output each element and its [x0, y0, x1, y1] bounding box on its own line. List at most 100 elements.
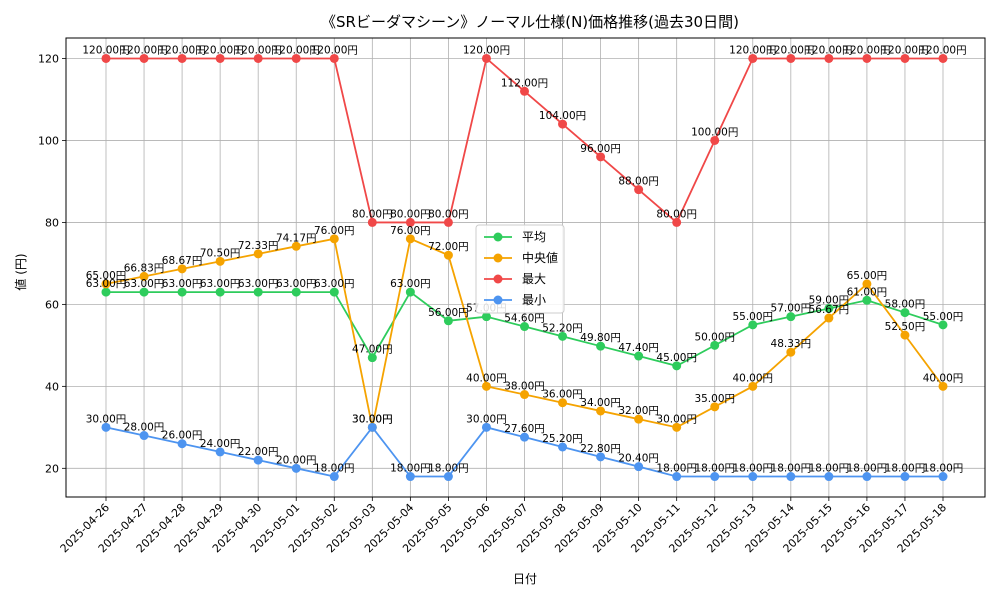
- data-label: 120.00円: [805, 44, 852, 56]
- data-point: [710, 340, 720, 350]
- data-point: [139, 271, 149, 281]
- y-tick-label: 20: [45, 462, 59, 475]
- data-label: 100.00円: [691, 126, 738, 138]
- data-point: [596, 341, 606, 351]
- data-point: [900, 330, 910, 340]
- data-label: 76.00円: [390, 225, 431, 237]
- data-point: [710, 135, 720, 145]
- data-point: [329, 287, 339, 297]
- data-point: [443, 316, 453, 326]
- data-point: [596, 406, 606, 416]
- data-label: 68.67円: [162, 255, 203, 267]
- data-point: [938, 381, 948, 391]
- data-label: 120.00円: [729, 44, 776, 56]
- series-layer: [101, 53, 948, 482]
- data-point: [215, 53, 225, 63]
- data-label: 63.00円: [390, 278, 431, 290]
- data-label: 35.00円: [694, 393, 735, 405]
- legend-swatch-marker: [493, 253, 503, 263]
- data-label: 120.00円: [273, 44, 320, 56]
- data-label: 120.00円: [158, 44, 205, 56]
- y-tick-label: 60: [45, 298, 59, 311]
- data-point: [710, 402, 720, 412]
- data-point: [215, 447, 225, 457]
- data-label: 52.50円: [885, 321, 926, 333]
- data-label: 63.00円: [314, 278, 355, 290]
- data-label: 120.00円: [235, 44, 282, 56]
- data-point: [291, 53, 301, 63]
- data-point: [520, 390, 529, 400]
- data-point: [558, 442, 568, 452]
- y-tick-label: 100: [38, 134, 59, 147]
- data-label: 80.00円: [390, 208, 431, 220]
- data-point: [215, 256, 225, 266]
- data-point: [672, 361, 682, 371]
- legend-entry: 最大: [522, 272, 546, 286]
- data-point: [177, 439, 187, 449]
- data-point: [824, 313, 834, 323]
- data-label: 25.20円: [542, 433, 583, 445]
- data-point: [824, 53, 834, 63]
- data-point: [253, 53, 263, 63]
- data-point: [634, 185, 644, 195]
- data-label: 120.00円: [197, 44, 244, 56]
- data-label: 72.33円: [238, 240, 279, 252]
- data-point: [405, 234, 415, 244]
- data-label: 120.00円: [881, 44, 928, 56]
- data-label: 18.00円: [771, 463, 812, 475]
- data-point: [786, 53, 796, 63]
- data-label: 40.00円: [923, 372, 964, 384]
- data-label: 63.00円: [124, 278, 165, 290]
- data-label: 50.00円: [694, 331, 735, 343]
- data-point: [748, 53, 758, 63]
- legend-entry: 中央値: [522, 250, 558, 265]
- data-point: [443, 217, 453, 227]
- data-label: 30.00円: [656, 413, 697, 425]
- y-tick-label: 120: [38, 52, 59, 65]
- data-point: [786, 347, 796, 357]
- data-point: [558, 119, 568, 129]
- data-label: 18.00円: [694, 463, 735, 475]
- data-label: 18.00円: [314, 463, 355, 475]
- data-label: 104.00円: [539, 110, 586, 122]
- labels-layer: 63.00円63.00円63.00円63.00円63.00円63.00円63.0…: [82, 44, 966, 474]
- data-point: [558, 331, 568, 341]
- data-label: 18.00円: [923, 463, 964, 475]
- data-label: 40.00円: [732, 372, 773, 384]
- data-label: 63.00円: [86, 278, 127, 290]
- data-label: 40.00円: [466, 372, 507, 384]
- data-point: [672, 422, 682, 432]
- data-point: [101, 287, 111, 297]
- data-label: 18.00円: [847, 463, 888, 475]
- data-label: 47.40円: [618, 342, 659, 354]
- data-point: [672, 472, 682, 482]
- plot-frame: [65, 37, 986, 498]
- data-point: [405, 217, 415, 227]
- data-label: 76.00円: [314, 225, 355, 237]
- data-label: 112.00円: [501, 77, 548, 89]
- data-point: [253, 287, 263, 297]
- data-label: 18.00円: [809, 463, 850, 475]
- data-label: 63.00円: [162, 278, 203, 290]
- data-point: [862, 295, 872, 305]
- y-axis-label: 値 (円): [13, 253, 28, 290]
- y-tick-label: 80: [45, 216, 59, 229]
- data-label: 59.00円: [809, 294, 850, 306]
- data-point: [329, 53, 339, 63]
- data-point: [900, 53, 910, 63]
- data-point: [748, 472, 758, 482]
- data-point: [329, 472, 339, 482]
- data-label: 56.00円: [428, 307, 469, 319]
- data-label: 88.00円: [618, 176, 659, 188]
- data-label: 20.40円: [618, 453, 659, 465]
- data-point: [748, 320, 758, 330]
- data-point: [520, 432, 529, 442]
- data-label: 120.00円: [767, 44, 814, 56]
- data-point: [900, 308, 910, 318]
- data-label: 30.00円: [466, 413, 507, 425]
- data-label: 18.00円: [390, 463, 431, 475]
- legend-swatch-marker: [493, 232, 503, 242]
- data-point: [862, 53, 872, 63]
